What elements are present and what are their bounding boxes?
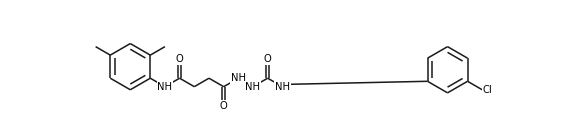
- Text: O: O: [264, 54, 271, 64]
- Text: NH: NH: [245, 82, 261, 92]
- Text: O: O: [176, 54, 184, 64]
- Text: NH: NH: [231, 73, 246, 83]
- Text: NH: NH: [275, 82, 290, 92]
- Text: Cl: Cl: [483, 85, 493, 95]
- Text: O: O: [220, 101, 228, 111]
- Text: NH: NH: [158, 82, 172, 92]
